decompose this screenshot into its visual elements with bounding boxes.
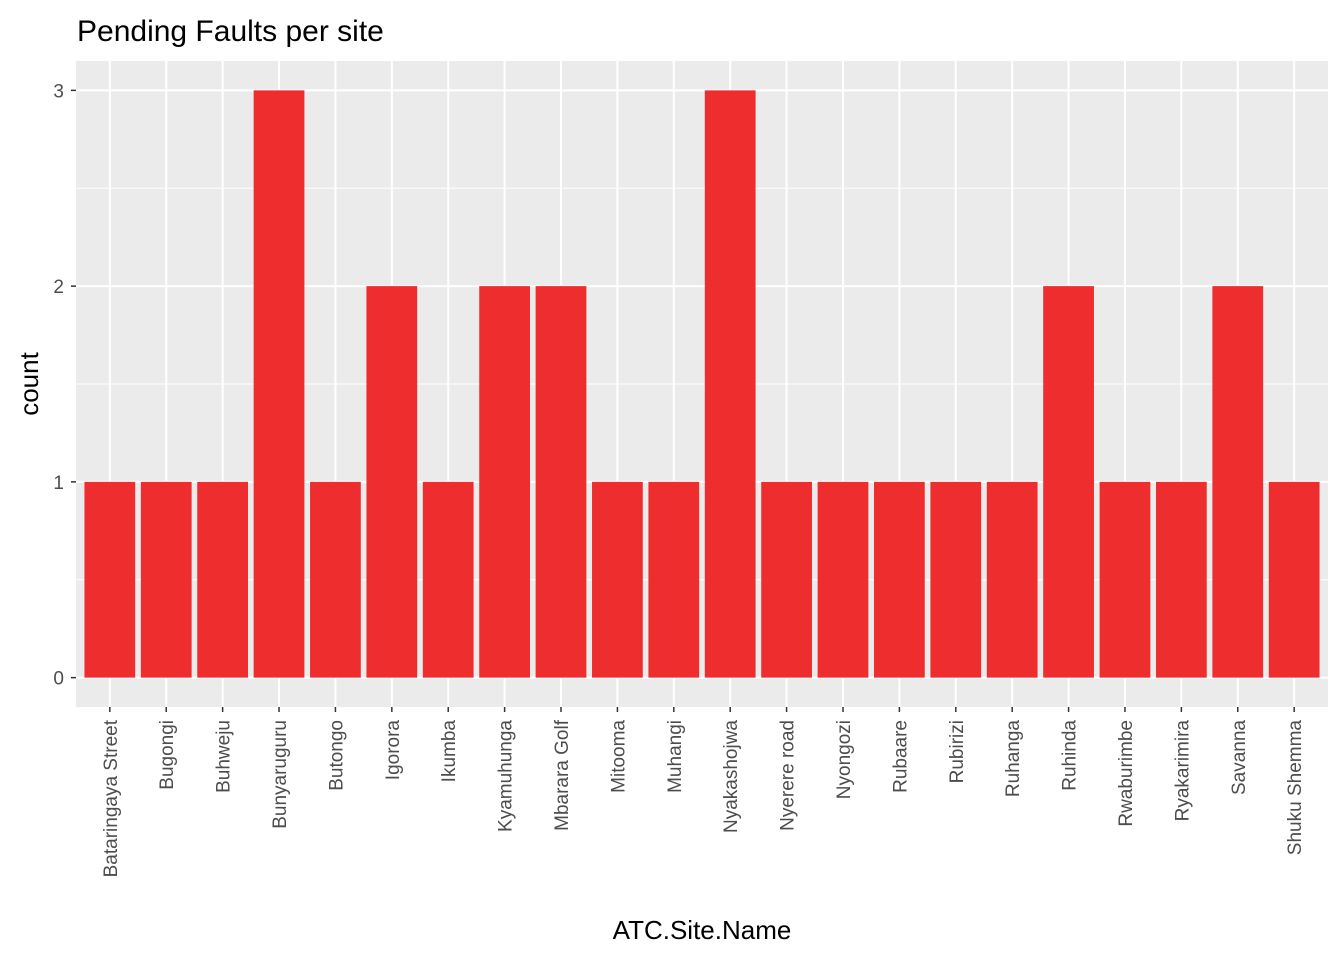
bar: [986, 481, 1038, 678]
x-tick-label: Shuku Shemma: [1285, 720, 1306, 856]
x-tick-label: Nyongozi: [834, 720, 855, 799]
x-tick-label: Buhweju: [214, 720, 235, 793]
x-tick-label: Savanna: [1229, 720, 1250, 795]
x-tick-label: Kyamuhunga: [496, 720, 517, 832]
bar: [422, 481, 474, 678]
bar: [310, 481, 361, 678]
x-tick-label: Ruhinda: [1060, 720, 1081, 791]
x-tick-label: Nyakashojwa: [721, 720, 742, 833]
y-tick-label: 1: [53, 473, 64, 494]
x-tick-label: Mbarara Golf: [552, 719, 573, 831]
bar: [197, 481, 249, 678]
y-tick-label: 0: [53, 669, 64, 690]
bar: [761, 481, 812, 678]
bar: [817, 481, 869, 678]
bar: [84, 481, 136, 678]
bar: [592, 481, 643, 678]
y-tick-label: 2: [53, 277, 64, 298]
x-tick-label: Butongo: [326, 720, 347, 791]
x-tick-label: Bunyaruguru: [270, 720, 291, 829]
x-tick-label: Igorora: [383, 720, 404, 781]
bar: [874, 481, 925, 678]
x-tick-label: Bataringaya Street: [101, 719, 122, 877]
x-tick-label: Rubirizi: [947, 720, 968, 783]
bar: [704, 90, 756, 678]
bar: [930, 481, 982, 678]
x-tick-label: Rwaburimbe: [1116, 720, 1137, 827]
chart-title: Pending Faults per site: [77, 15, 384, 48]
bar: [535, 286, 587, 678]
bar: [366, 286, 418, 678]
bars: [84, 90, 1320, 678]
y-axis: 0 1 2 3: [53, 81, 76, 690]
x-tick-label: Rubaare: [890, 720, 911, 793]
y-tick-label: 3: [53, 81, 64, 102]
bar: [1155, 481, 1207, 678]
x-axis-title: ATC.Site.Name: [613, 915, 792, 945]
x-tick-label: Ikumba: [439, 720, 460, 783]
bar: [1268, 481, 1320, 678]
bar: [1212, 286, 1264, 678]
x-axis: Bataringaya Street Bugongi Buhweju Bunyarug…: [101, 707, 1306, 877]
x-tick-label: Mitooma: [608, 720, 629, 793]
x-tick-label: Nyerere road: [778, 720, 799, 831]
bar: [253, 90, 305, 678]
bar: [479, 286, 530, 678]
bar: [140, 481, 192, 678]
x-tick-label: Ruhanga: [1003, 720, 1024, 798]
y-axis-title: count: [14, 351, 44, 415]
x-tick-label: Bugongi: [157, 720, 178, 790]
bar: [1099, 481, 1151, 678]
x-tick-label: Ryakarimira: [1172, 720, 1193, 822]
bar: [1043, 286, 1094, 678]
x-tick-label: Muhangi: [665, 720, 686, 793]
bar: [648, 481, 700, 678]
